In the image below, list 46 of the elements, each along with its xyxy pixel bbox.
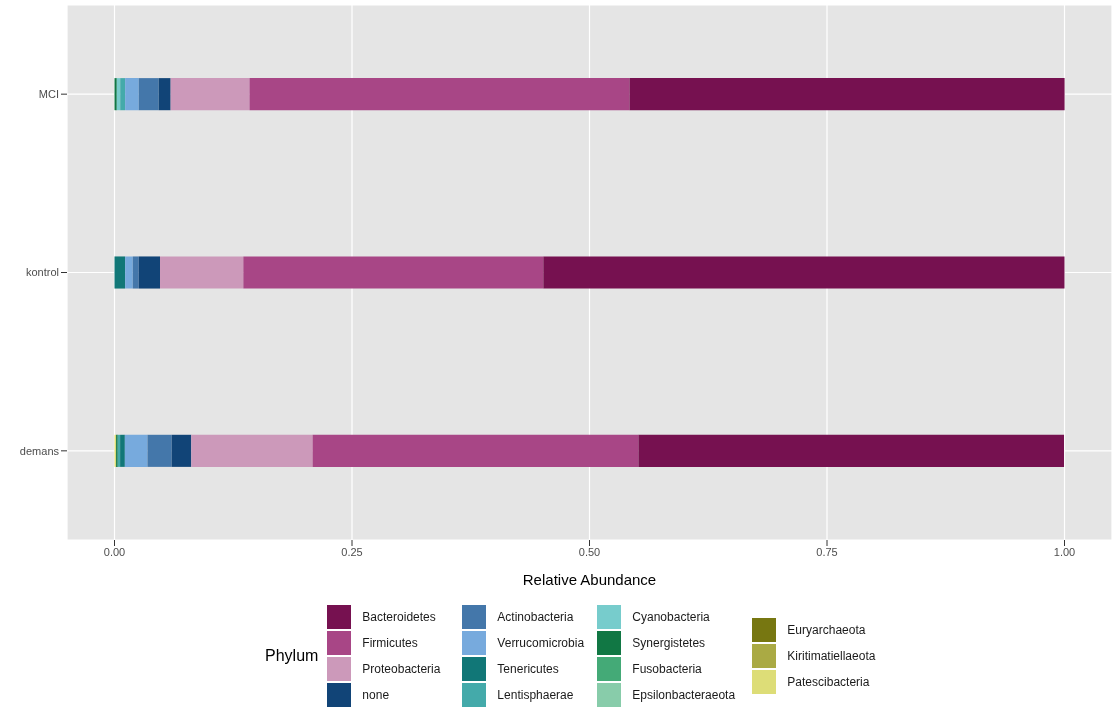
legend-label: Cyanobacteria	[632, 610, 710, 624]
bar	[312, 434, 639, 467]
x-axis-title: Relative Abundance	[522, 571, 657, 588]
legend-label: Fusobacteria	[632, 662, 702, 676]
x-tick-label: 0.00	[103, 545, 126, 558]
legend-label: Proteobacteria	[362, 662, 441, 676]
bar	[114, 256, 126, 289]
legend-label: Firmicutes	[362, 636, 418, 650]
legend-label: Actinobacteria	[497, 610, 574, 624]
bar	[125, 256, 133, 289]
bar	[132, 256, 139, 289]
legend-label: Kiritimatiellaeota	[787, 649, 876, 663]
x-tick-label: 0.75	[816, 545, 838, 558]
bar	[170, 78, 250, 111]
y-tick-label: MCI	[38, 88, 59, 101]
y-tick-label: kontrol	[25, 266, 59, 279]
legend-title: Phylum	[265, 647, 319, 665]
x-tick-label: 0.25	[341, 545, 363, 558]
bar	[138, 256, 161, 289]
legend-label: Epsilonbacteraeota	[632, 688, 736, 702]
legend-label: Verrucomicrobia	[497, 636, 585, 650]
bar	[120, 434, 125, 467]
x-tick-label: 1.00	[1053, 545, 1076, 558]
legend-label: Lentisphaerae	[497, 688, 574, 702]
legend-label: Euryarchaeota	[787, 623, 866, 637]
bar	[147, 434, 172, 467]
legend-label: Synergistetes	[632, 636, 706, 650]
legend-label: Patescibacteria	[787, 675, 870, 689]
bar	[125, 78, 139, 111]
bar	[171, 434, 192, 467]
bar	[629, 78, 1065, 111]
legend-label: none	[362, 688, 390, 702]
legend-label: Bacteroidetes	[362, 610, 436, 624]
bar	[543, 256, 1065, 289]
bar	[158, 78, 171, 111]
bar	[191, 434, 313, 467]
bar	[243, 256, 544, 289]
legend-label: Tenericutes	[497, 662, 559, 676]
bar	[120, 78, 126, 111]
x-tick-label: 0.50	[578, 545, 601, 558]
y-tick-label: demans	[19, 444, 60, 457]
bar	[249, 78, 630, 111]
bar	[124, 434, 148, 467]
bar	[138, 78, 159, 111]
bar	[160, 256, 244, 289]
bar	[638, 434, 1065, 467]
